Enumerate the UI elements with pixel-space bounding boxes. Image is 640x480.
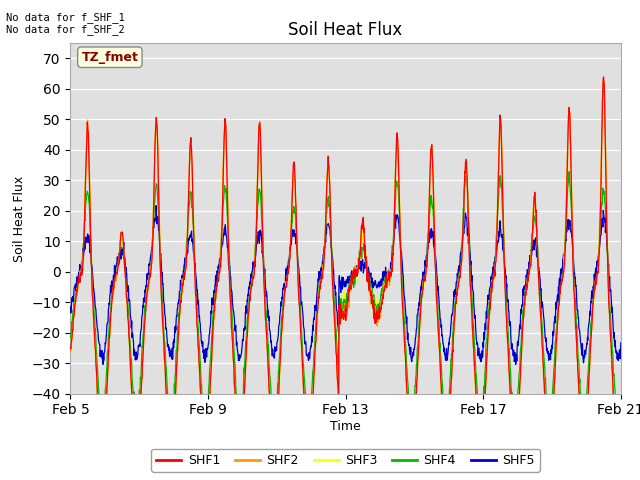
SHF4 xyxy=(152,181,160,187)
Line: SHF1: SHF1 xyxy=(70,77,621,459)
SHF3 xyxy=(476,448,483,454)
Line: SHF3: SHF3 xyxy=(70,85,621,458)
SHF1 xyxy=(600,74,607,80)
SHF4 xyxy=(67,335,74,341)
SHF3 xyxy=(67,349,74,355)
Text: TZ_fmet: TZ_fmet xyxy=(81,51,138,64)
SHF3 xyxy=(331,322,339,327)
SHF3 xyxy=(556,290,564,296)
X-axis label: Time: Time xyxy=(330,420,361,433)
SHF5 xyxy=(557,268,564,274)
SHF2 xyxy=(67,349,74,355)
SHF1 xyxy=(476,449,483,455)
Line: SHF5: SHF5 xyxy=(70,205,621,364)
SHF1 xyxy=(152,115,160,120)
SHF4 xyxy=(611,379,618,385)
Line: SHF2: SHF2 xyxy=(70,81,621,458)
Title: Soil Heat Flux: Soil Heat Flux xyxy=(289,21,403,39)
SHF3 xyxy=(617,427,625,433)
SHF4 xyxy=(332,321,339,327)
SHF3 xyxy=(600,83,607,88)
SHF1 xyxy=(67,344,74,350)
SHF2 xyxy=(152,119,160,125)
SHF2 xyxy=(611,410,618,416)
SHF2 xyxy=(321,238,329,243)
SHF4 xyxy=(476,409,483,415)
SHF1 xyxy=(556,290,564,296)
SHF2 xyxy=(476,446,483,452)
Text: No data for f_SHF_1
No data for f_SHF_2: No data for f_SHF_1 No data for f_SHF_2 xyxy=(6,12,125,36)
SHF3 xyxy=(152,121,160,127)
SHF2 xyxy=(305,456,312,461)
SHF1 xyxy=(321,242,329,248)
SHF5 xyxy=(99,361,107,367)
SHF4 xyxy=(617,397,625,403)
SHF5 xyxy=(617,340,625,346)
SHF1 xyxy=(617,425,625,431)
SHF4 xyxy=(556,280,564,286)
Line: SHF4: SHF4 xyxy=(70,171,621,423)
SHF4 xyxy=(565,168,573,174)
SHF1 xyxy=(611,415,618,421)
SHF5 xyxy=(154,215,161,221)
SHF1 xyxy=(332,332,339,338)
SHF5 xyxy=(321,236,329,242)
SHF1 xyxy=(167,456,175,462)
SHF3 xyxy=(614,456,622,461)
SHF5 xyxy=(152,203,160,208)
SHF4 xyxy=(321,244,329,250)
SHF3 xyxy=(321,240,328,245)
SHF5 xyxy=(476,351,484,357)
SHF5 xyxy=(332,289,340,295)
SHF3 xyxy=(610,404,618,409)
Legend: SHF1, SHF2, SHF3, SHF4, SHF5: SHF1, SHF2, SHF3, SHF4, SHF5 xyxy=(152,449,540,472)
SHF2 xyxy=(332,336,339,342)
SHF2 xyxy=(556,289,564,295)
Y-axis label: Soil Heat Flux: Soil Heat Flux xyxy=(13,175,26,262)
SHF2 xyxy=(617,427,625,433)
SHF5 xyxy=(67,304,74,310)
SHF4 xyxy=(236,420,243,426)
SHF2 xyxy=(600,78,607,84)
SHF5 xyxy=(611,336,618,342)
